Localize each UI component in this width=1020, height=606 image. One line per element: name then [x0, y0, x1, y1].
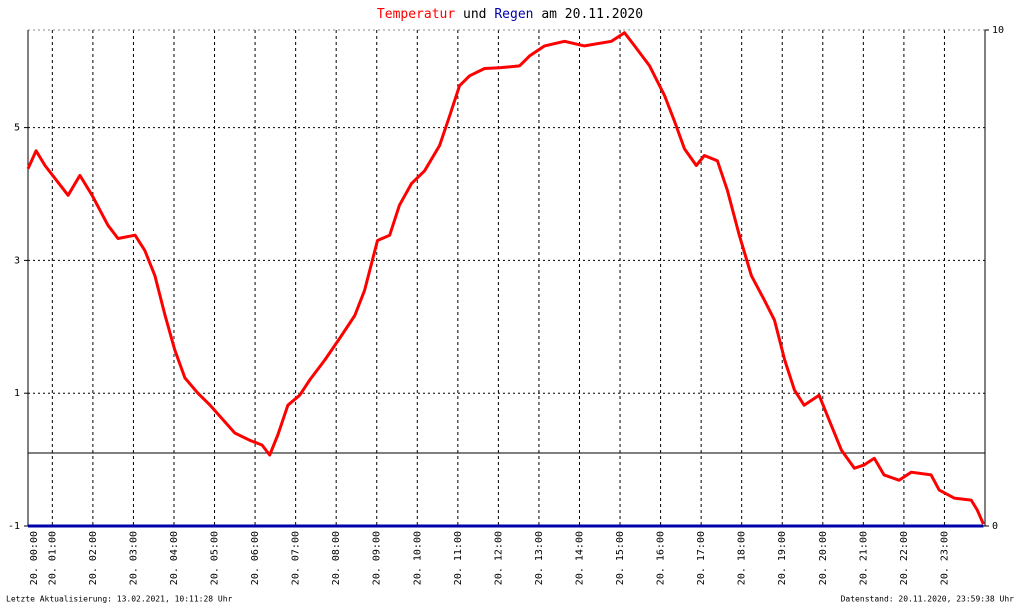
title-series-2: Regen	[494, 7, 533, 22]
y-tick-label: 1	[14, 388, 20, 399]
x-tick-label: 20. 17:00	[696, 531, 707, 585]
x-tick-label: 20. 22:00	[899, 531, 910, 585]
x-tick-label: 20. 09:00	[372, 531, 383, 585]
x-tick-label: 20. 21:00	[858, 531, 869, 585]
x-tick-label: 20. 02:00	[88, 531, 99, 585]
x-tick-label: 20. 12:00	[493, 531, 504, 585]
x-tick-label: 20. 13:00	[534, 531, 545, 585]
title-date: am 20.11.2020	[541, 7, 643, 22]
y2-tick-label: 0	[992, 521, 998, 532]
x-tick-label: 20. 01:00	[47, 531, 58, 585]
y-tick-label: -1	[8, 521, 20, 532]
title-joiner: und	[463, 7, 486, 22]
y-tick-label: 3	[14, 255, 20, 266]
chart-title: Temperatur und Regen am 20.11.2020	[377, 7, 643, 22]
x-tick-label: 20. 07:00	[291, 531, 302, 585]
x-tick-label: 20. 15:00	[615, 531, 626, 585]
series-line	[26, 31, 985, 525]
x-tick-label: 20. 20:00	[818, 531, 829, 585]
x-tick-label: 20. 14:00	[574, 531, 585, 585]
title-series-1: Temperatur	[377, 7, 455, 22]
x-tick-label: 20. 06:00	[250, 531, 261, 585]
x-tick-label: 20. 10:00	[412, 531, 423, 585]
x-tick-label: 20. 19:00	[777, 531, 788, 585]
footer-left: Letzte Aktualisierung: 13.02.2021, 10:11…	[6, 595, 233, 604]
x-tick-label: 20. 08:00	[331, 531, 342, 585]
y2-tick-label: 10	[992, 25, 1004, 36]
x-tick-label: 20. 00:00	[29, 531, 40, 585]
footer-right: Datenstand: 20.11.2020, 23:59:38 Uhr	[841, 595, 1015, 604]
x-tick-label: 20. 18:00	[737, 531, 748, 585]
x-tick-label: 20. 23:00	[939, 531, 950, 585]
x-tick-label: 20. 04:00	[169, 531, 180, 585]
y-tick-label: 5	[14, 123, 20, 134]
x-tick-label: 20. 03:00	[128, 531, 139, 585]
x-tick-label: 20. 05:00	[210, 531, 221, 585]
x-tick-label: 20. 11:00	[453, 531, 464, 585]
x-tick-label: 20. 16:00	[656, 531, 667, 585]
